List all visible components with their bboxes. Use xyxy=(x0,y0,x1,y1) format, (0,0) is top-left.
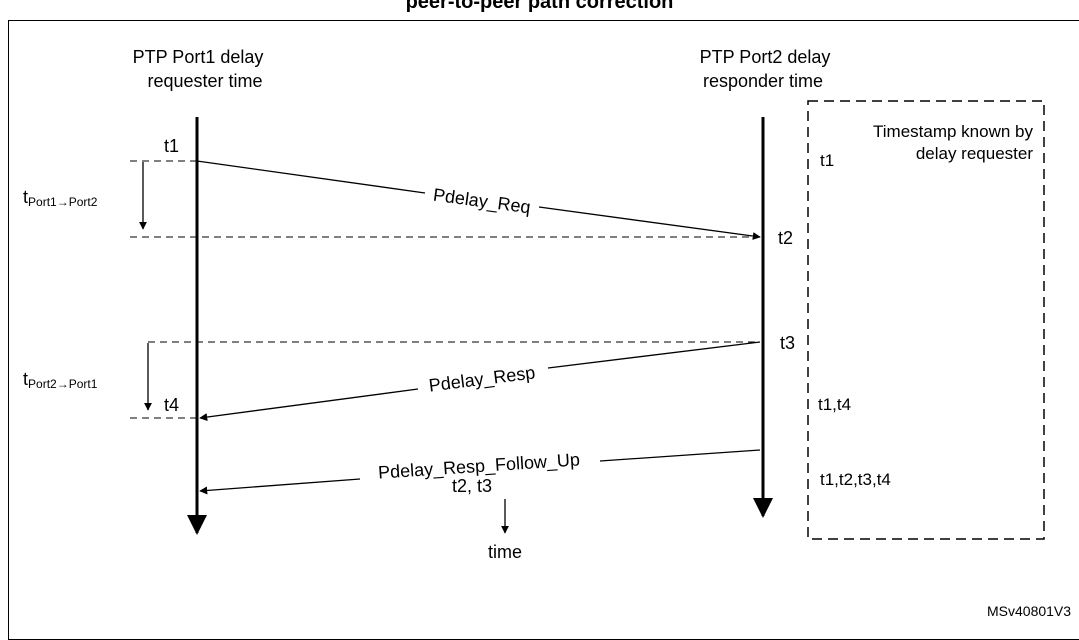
figure-id: MSv40801V3 xyxy=(987,603,1071,619)
follow-up-arrow-start xyxy=(599,449,761,462)
t1-label: t1 xyxy=(164,136,179,156)
diagram-title: peer-to-peer path correction xyxy=(405,0,674,13)
known-box-title-line1: Timestamp known by xyxy=(873,122,1033,141)
port1-header-line1: PTP Port1 delay xyxy=(133,47,264,67)
port1-header-line2: requester time xyxy=(147,71,262,91)
pdelay-req-label: Pdelay_Req xyxy=(432,185,532,219)
pdelay-resp-arrow-start xyxy=(547,341,761,369)
follow-up-payload-label: t2, t3 xyxy=(452,476,492,496)
pdelay-req-arrow-start xyxy=(196,160,426,194)
t3-label: t3 xyxy=(780,333,795,353)
t4-label: t4 xyxy=(164,395,179,415)
port2-header-line1: PTP Port2 delay xyxy=(700,47,831,67)
t2-label: t2 xyxy=(778,228,793,248)
pdelay-resp-arrow xyxy=(199,388,419,422)
pdelay-resp-label: Pdelay_Resp xyxy=(428,362,537,396)
follow-up-arrow xyxy=(199,478,361,495)
duration-label-port2-to-port1: tPort2→Port1 xyxy=(23,369,98,391)
timestamp-known-box xyxy=(807,100,1045,540)
known-box-row1: t1 xyxy=(820,151,834,170)
pdelay-req-arrow xyxy=(538,206,761,240)
duration-label-port1-to-port2: tPort1→Port2 xyxy=(23,187,98,209)
known-box-row3: t1,t2,t3,t4 xyxy=(820,470,891,489)
port2-header-line2: responder time xyxy=(703,71,823,91)
known-box-row2: t1,t4 xyxy=(818,395,851,414)
time-label: time xyxy=(488,542,522,562)
known-box-title-line2: delay requester xyxy=(916,144,1034,163)
